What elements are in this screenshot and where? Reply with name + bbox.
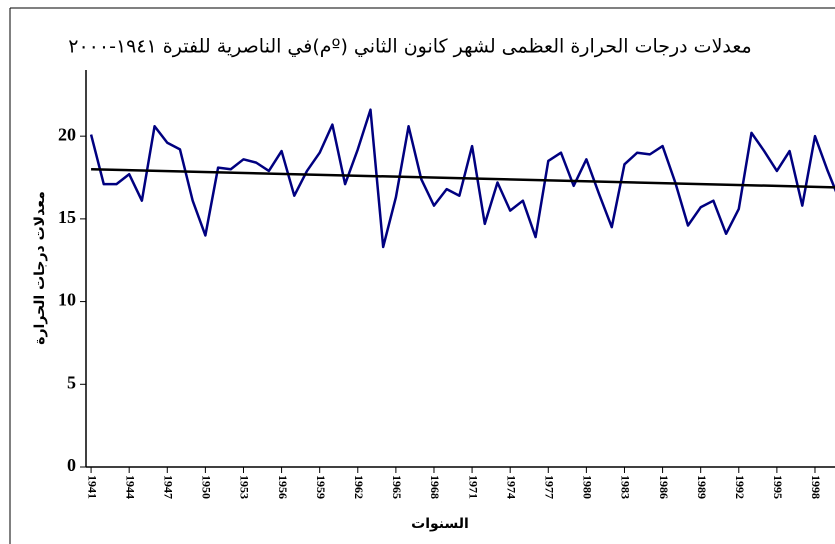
x-tick-label: 1980 <box>581 475 595 499</box>
x-tick-label: 1941 <box>85 475 99 499</box>
x-tick-label: 1956 <box>276 475 290 499</box>
x-tick-label: 1962 <box>352 475 366 499</box>
x-tick-label: 1959 <box>314 475 328 499</box>
x-tick-label: 1983 <box>619 475 633 499</box>
x-tick-label: 1989 <box>695 475 709 499</box>
x-tick-label: 1986 <box>657 475 671 499</box>
x-tick-label: 1947 <box>162 475 176 499</box>
x-tick-label: 1977 <box>543 475 557 499</box>
x-axis-label: السنوات <box>411 516 469 532</box>
y-tick-label: 5 <box>67 372 76 392</box>
x-tick-label: 1953 <box>238 475 252 499</box>
data-line <box>89 108 835 249</box>
x-tick-label: 1998 <box>809 475 823 499</box>
y-tick-label: 10 <box>58 290 76 310</box>
x-tick-label: 1992 <box>733 475 747 499</box>
y-tick-label: 20 <box>58 124 76 144</box>
x-tick-label: 1968 <box>428 475 442 499</box>
x-tick-label: 1974 <box>504 475 518 499</box>
y-tick-label: 0 <box>67 455 76 475</box>
x-tick-label: 1950 <box>200 475 214 499</box>
chart-title: معدلات درجات الحرارة العظمى لشهر كانون ا… <box>68 36 751 58</box>
x-tick-label: 1965 <box>390 475 404 499</box>
x-tick-label: 1944 <box>123 475 137 499</box>
trend-line <box>91 168 835 189</box>
y-tick-label: 15 <box>58 207 76 227</box>
x-tick-label: 1995 <box>771 475 785 499</box>
y-axis-label: معدلات درجات الحرارة <box>32 191 48 345</box>
x-tick-label: 1971 <box>466 475 480 499</box>
